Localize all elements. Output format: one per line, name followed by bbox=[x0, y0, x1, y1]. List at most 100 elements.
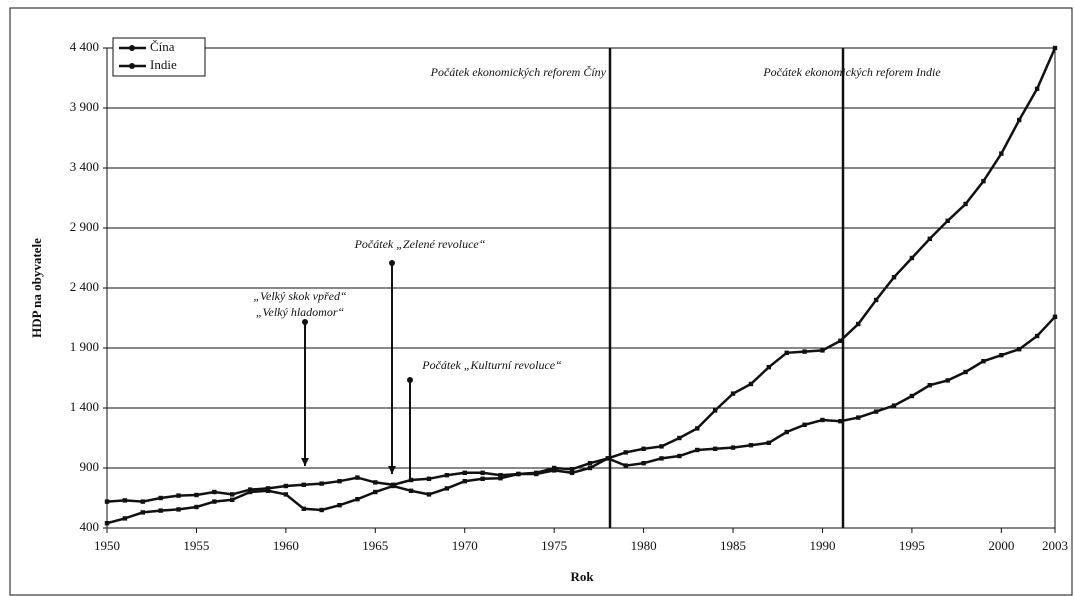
point bbox=[301, 482, 306, 487]
point bbox=[498, 473, 503, 478]
point bbox=[909, 255, 915, 261]
point bbox=[265, 486, 271, 491]
point bbox=[1034, 333, 1040, 339]
point bbox=[748, 443, 754, 448]
point bbox=[659, 444, 664, 449]
x-tick-label: 1965 bbox=[362, 538, 388, 553]
point bbox=[212, 499, 217, 504]
point bbox=[265, 488, 271, 493]
point bbox=[104, 499, 110, 504]
point bbox=[301, 506, 306, 511]
x-tick-label: 2000 bbox=[988, 538, 1014, 553]
point bbox=[212, 489, 217, 495]
y-tick-label: 4 400 bbox=[70, 39, 99, 54]
point bbox=[802, 422, 807, 427]
point bbox=[337, 479, 342, 484]
annotation: Počátek ekonomických reforem Číny bbox=[430, 65, 607, 79]
point bbox=[569, 467, 575, 472]
point bbox=[1052, 45, 1058, 51]
point bbox=[891, 275, 897, 280]
point bbox=[462, 470, 467, 475]
point bbox=[444, 486, 450, 491]
x-tick-label: 1995 bbox=[899, 538, 925, 553]
y-tick-label: 900 bbox=[80, 459, 100, 474]
point bbox=[730, 391, 736, 396]
point bbox=[390, 482, 396, 487]
point bbox=[927, 236, 932, 241]
point bbox=[945, 218, 950, 223]
point bbox=[480, 470, 485, 475]
point bbox=[1052, 314, 1058, 319]
point bbox=[712, 408, 718, 413]
point bbox=[838, 419, 843, 424]
point bbox=[534, 470, 539, 475]
point bbox=[981, 179, 986, 184]
legend-label: Čína bbox=[150, 39, 175, 54]
point bbox=[194, 492, 199, 498]
point bbox=[140, 510, 145, 515]
point bbox=[659, 456, 664, 461]
point bbox=[122, 498, 128, 503]
point bbox=[1017, 347, 1022, 352]
arrow-head bbox=[301, 458, 309, 466]
point bbox=[319, 507, 324, 513]
point bbox=[551, 465, 557, 471]
point bbox=[641, 461, 646, 466]
point bbox=[945, 378, 950, 383]
point bbox=[838, 338, 843, 343]
point bbox=[337, 503, 342, 508]
y-tick-label: 1 400 bbox=[70, 399, 99, 414]
arrow-head bbox=[388, 466, 396, 474]
annotation: Počátek ekonomických reforem Indie bbox=[762, 65, 941, 79]
point bbox=[677, 453, 682, 459]
point bbox=[623, 463, 628, 468]
point bbox=[641, 446, 646, 451]
point bbox=[426, 476, 432, 481]
point bbox=[462, 479, 467, 484]
x-tick-label: 2003 bbox=[1042, 538, 1068, 553]
point bbox=[909, 393, 915, 399]
point bbox=[283, 492, 289, 497]
point bbox=[963, 369, 968, 375]
point bbox=[784, 429, 789, 435]
point bbox=[444, 473, 450, 478]
legend-box bbox=[112, 37, 206, 77]
chart-frame bbox=[9, 7, 1073, 596]
point bbox=[963, 201, 968, 207]
point bbox=[176, 507, 181, 512]
point bbox=[587, 465, 593, 471]
point bbox=[176, 493, 181, 498]
legend-label: Indie bbox=[150, 57, 177, 72]
point bbox=[158, 508, 163, 513]
x-tick-label: 1985 bbox=[720, 538, 746, 553]
point bbox=[194, 504, 199, 510]
point bbox=[605, 456, 611, 461]
point bbox=[1017, 117, 1022, 123]
point bbox=[498, 476, 503, 481]
x-tick-label: 1950 bbox=[94, 538, 120, 553]
point bbox=[247, 489, 253, 495]
point bbox=[927, 383, 932, 388]
point bbox=[230, 497, 235, 502]
point bbox=[283, 483, 289, 489]
point bbox=[373, 489, 378, 495]
point bbox=[873, 297, 879, 303]
point bbox=[587, 461, 593, 466]
y-tick-label: 2 400 bbox=[70, 279, 99, 294]
point bbox=[999, 353, 1004, 358]
point bbox=[856, 415, 861, 420]
x-tick-label: 1960 bbox=[273, 538, 299, 553]
point bbox=[748, 381, 754, 387]
x-tick-label: 1955 bbox=[183, 538, 209, 553]
point bbox=[408, 488, 414, 493]
annotation: „Velký skok vpřed“ bbox=[253, 289, 347, 303]
legend-marker bbox=[129, 45, 135, 51]
point bbox=[891, 403, 897, 408]
series-line bbox=[106, 47, 1057, 525]
annotation: Počátek „Kulturní revoluce“ bbox=[421, 358, 562, 372]
point bbox=[999, 151, 1004, 156]
point bbox=[873, 409, 879, 414]
point bbox=[230, 492, 235, 497]
point bbox=[247, 487, 253, 492]
point bbox=[104, 521, 110, 526]
